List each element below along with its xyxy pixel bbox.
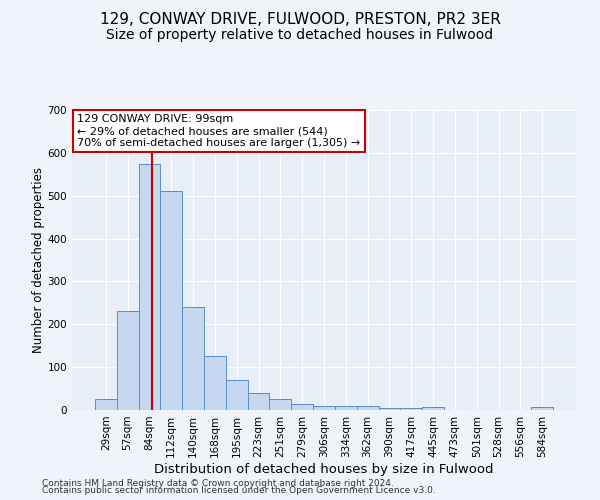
Bar <box>160 192 182 410</box>
Bar <box>357 406 379 410</box>
X-axis label: Distribution of detached houses by size in Fulwood: Distribution of detached houses by size … <box>154 462 494 475</box>
Text: Contains HM Land Registry data © Crown copyright and database right 2024.: Contains HM Land Registry data © Crown c… <box>42 478 394 488</box>
Bar <box>95 400 117 410</box>
Bar <box>379 408 400 410</box>
Bar <box>226 380 248 410</box>
Bar <box>269 400 291 410</box>
Bar <box>291 404 313 410</box>
Text: Size of property relative to detached houses in Fulwood: Size of property relative to detached ho… <box>106 28 494 42</box>
Bar <box>117 312 139 410</box>
Text: 129 CONWAY DRIVE: 99sqm
← 29% of detached houses are smaller (544)
70% of semi-d: 129 CONWAY DRIVE: 99sqm ← 29% of detache… <box>77 114 360 148</box>
Bar <box>139 164 160 410</box>
Text: Contains public sector information licensed under the Open Government Licence v3: Contains public sector information licen… <box>42 486 436 495</box>
Y-axis label: Number of detached properties: Number of detached properties <box>32 167 45 353</box>
Bar <box>422 406 444 410</box>
Bar <box>313 406 335 410</box>
Text: 129, CONWAY DRIVE, FULWOOD, PRESTON, PR2 3ER: 129, CONWAY DRIVE, FULWOOD, PRESTON, PR2… <box>100 12 500 28</box>
Bar <box>400 408 422 410</box>
Bar <box>182 307 204 410</box>
Bar <box>335 406 357 410</box>
Bar <box>204 356 226 410</box>
Bar <box>248 393 269 410</box>
Bar <box>531 407 553 410</box>
